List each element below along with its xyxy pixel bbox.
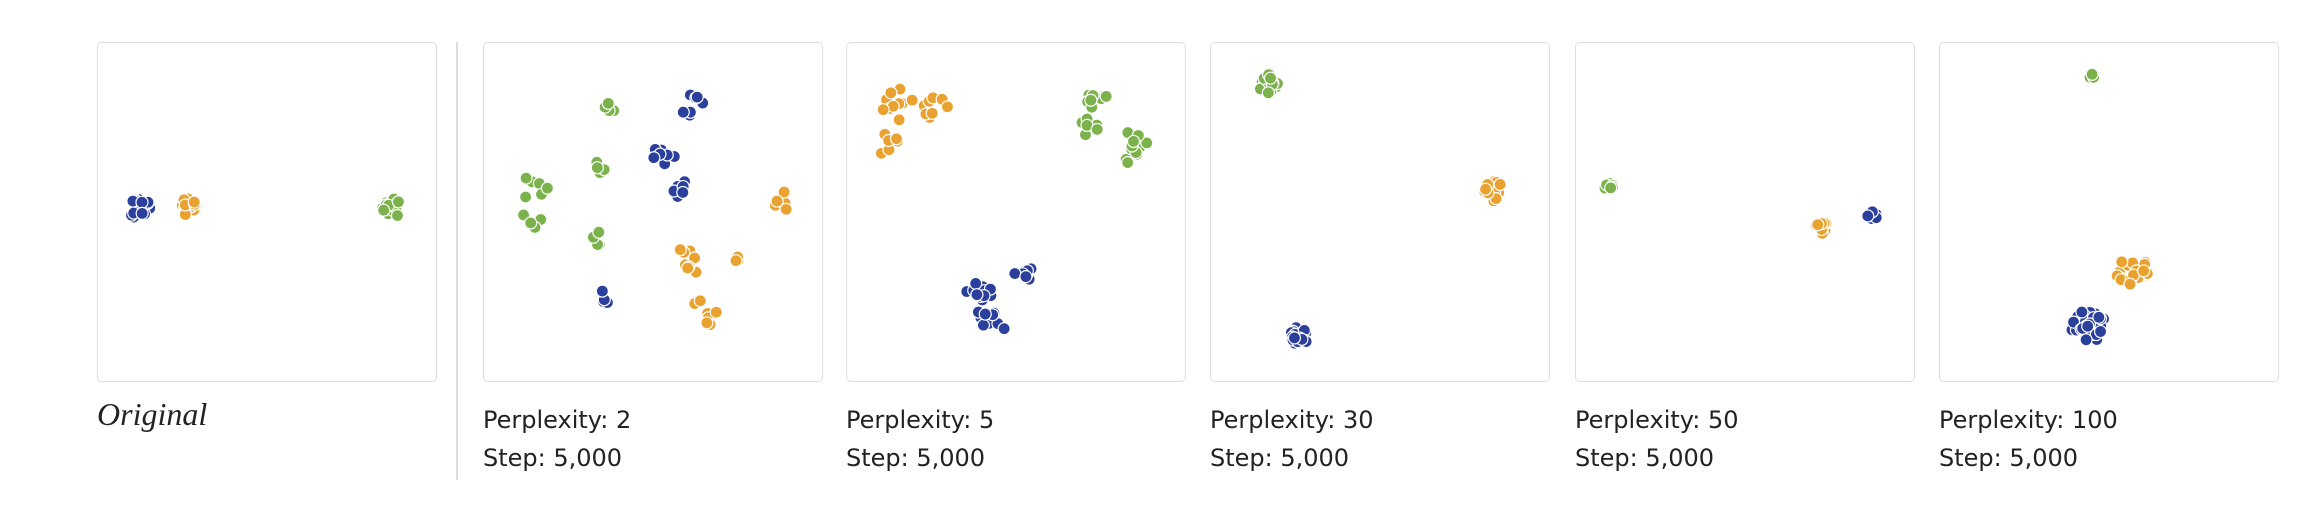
scatter-plot bbox=[516, 88, 793, 332]
point bbox=[700, 316, 714, 330]
step-label: Step: 5,000 bbox=[1939, 444, 2079, 472]
point bbox=[1008, 266, 1022, 281]
point bbox=[690, 90, 704, 104]
point bbox=[187, 195, 201, 209]
plot-panel bbox=[1210, 42, 1550, 382]
plot-panel bbox=[846, 42, 1186, 382]
point bbox=[1126, 134, 1141, 149]
scatter-plot bbox=[1598, 176, 1883, 240]
point bbox=[693, 294, 707, 308]
step-label: Step: 5,000 bbox=[1210, 444, 1350, 472]
point bbox=[2075, 305, 2089, 319]
caption: Original bbox=[97, 396, 208, 432]
point bbox=[2115, 255, 2129, 269]
point bbox=[1090, 122, 1104, 137]
point bbox=[1811, 218, 1825, 232]
point bbox=[892, 113, 906, 127]
divider bbox=[456, 42, 458, 480]
point bbox=[601, 96, 615, 110]
point bbox=[2079, 333, 2093, 347]
point bbox=[519, 171, 533, 185]
point bbox=[673, 243, 687, 257]
point bbox=[770, 194, 784, 208]
point bbox=[540, 181, 555, 195]
point bbox=[524, 216, 538, 230]
point bbox=[391, 195, 406, 209]
step-label: Step: 5,000 bbox=[483, 444, 623, 472]
point bbox=[1121, 155, 1135, 170]
point bbox=[1261, 86, 1275, 100]
point bbox=[925, 106, 939, 120]
step-label: Step: 5,000 bbox=[846, 444, 986, 472]
point bbox=[595, 284, 609, 298]
point bbox=[2137, 264, 2151, 278]
scatter-plot bbox=[124, 192, 406, 224]
point bbox=[2093, 324, 2108, 339]
point bbox=[1493, 177, 1507, 192]
scatter-plot bbox=[1253, 67, 1507, 350]
point bbox=[1478, 182, 1493, 196]
point bbox=[390, 208, 405, 223]
point bbox=[377, 203, 391, 217]
point bbox=[2123, 277, 2137, 291]
point bbox=[1861, 209, 1875, 223]
point bbox=[676, 185, 690, 200]
point bbox=[1099, 89, 1113, 104]
perplexity-label: Perplexity: 100 bbox=[1939, 406, 2118, 434]
perplexity-label: Perplexity: 2 bbox=[483, 406, 632, 434]
point bbox=[729, 254, 743, 268]
point bbox=[681, 261, 695, 275]
point bbox=[518, 190, 533, 204]
point bbox=[876, 103, 890, 117]
point bbox=[940, 100, 955, 114]
point bbox=[997, 322, 1011, 336]
perplexity-label: Perplexity: 5 bbox=[846, 406, 995, 434]
perplexity-label: Perplexity: 50 bbox=[1575, 406, 1739, 434]
plot-panel bbox=[97, 42, 437, 382]
point bbox=[1084, 93, 1098, 107]
point bbox=[1604, 181, 1618, 195]
plot-panel bbox=[1939, 42, 2279, 382]
plot-panel bbox=[483, 42, 823, 382]
point bbox=[1140, 136, 1154, 150]
point bbox=[1263, 71, 1278, 85]
point bbox=[135, 206, 149, 220]
point bbox=[905, 93, 919, 107]
point bbox=[676, 105, 690, 119]
point bbox=[2081, 319, 2095, 333]
point bbox=[970, 288, 984, 302]
point bbox=[592, 225, 606, 239]
scatter-plot bbox=[874, 82, 1154, 336]
point bbox=[1287, 331, 1302, 345]
point bbox=[779, 202, 793, 216]
point bbox=[709, 305, 723, 319]
point bbox=[978, 307, 992, 321]
point bbox=[976, 318, 991, 332]
point bbox=[969, 276, 983, 291]
step-label: Step: 5,000 bbox=[1575, 444, 1715, 472]
point bbox=[884, 86, 898, 100]
point bbox=[1019, 270, 1033, 284]
point bbox=[135, 195, 149, 209]
point bbox=[777, 185, 791, 199]
point bbox=[2092, 310, 2106, 324]
point bbox=[889, 132, 904, 146]
perplexity-label: Perplexity: 30 bbox=[1210, 406, 1374, 434]
plot-panel bbox=[1575, 42, 1915, 382]
scatter-plot bbox=[2065, 67, 2154, 347]
point bbox=[590, 161, 604, 175]
point bbox=[2085, 67, 2099, 81]
point bbox=[647, 151, 661, 165]
